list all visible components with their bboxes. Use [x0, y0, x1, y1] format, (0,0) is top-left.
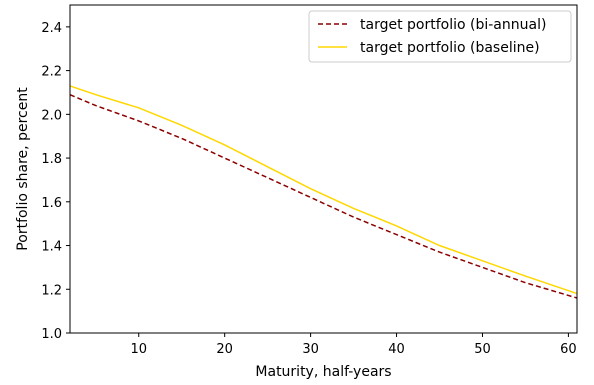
series-layer [69, 85, 578, 299]
y-axis: 1.0 1.2 1.4 1.6 1.8 2.0 2.2 2.4 [41, 21, 70, 342]
y-tick-label: 1.0 [41, 327, 62, 342]
x-axis: 10 20 30 40 50 60 [130, 333, 577, 357]
y-tick-label: 2.4 [41, 21, 62, 36]
legend-label-baseline: target portfolio (baseline) [360, 40, 540, 56]
x-tick-label: 40 [388, 342, 405, 357]
y-tick-label: 1.6 [41, 196, 62, 211]
y-tick-label: 2.0 [41, 108, 62, 123]
y-tick-label: 1.4 [41, 240, 62, 255]
x-tick-label: 60 [560, 342, 577, 357]
y-tick-label: 1.8 [41, 152, 62, 167]
legend-frame [308, 10, 572, 63]
plot-frame [69, 4, 578, 334]
y-tick-label: 2.2 [41, 65, 62, 80]
x-axis-label: Maturity, half-years [255, 364, 391, 380]
x-tick-label: 10 [130, 342, 147, 357]
legend-label-bi-annual: target portfolio (bi-annual) [360, 17, 546, 33]
x-tick-label: 30 [302, 342, 319, 357]
x-tick-label: 20 [216, 342, 233, 357]
y-axis-label: Portfolio share, percent [15, 87, 31, 251]
series-line-bi-annual [69, 94, 578, 299]
x-tick-label: 50 [474, 342, 491, 357]
legend: target portfolio (bi-annual) target port… [308, 10, 572, 63]
series-line-baseline [69, 85, 578, 295]
y-tick-label: 1.2 [41, 283, 62, 298]
